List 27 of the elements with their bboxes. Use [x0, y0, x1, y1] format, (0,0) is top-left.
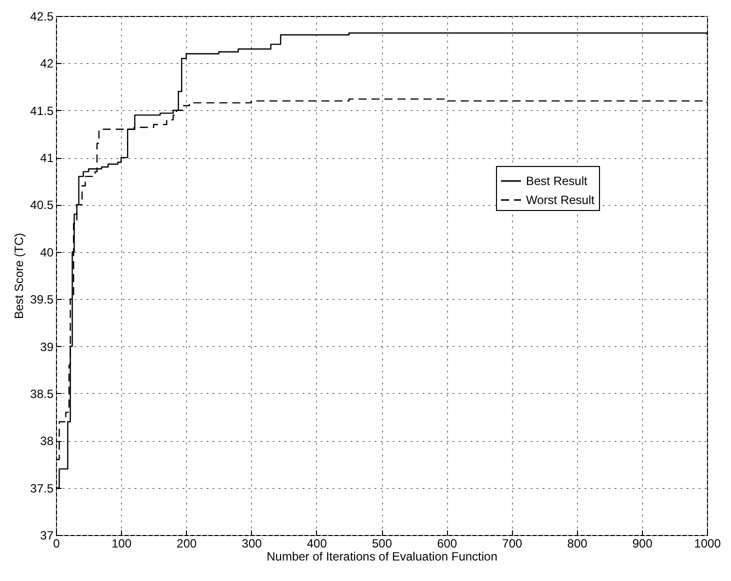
- y-tick-label: 42.5: [30, 10, 54, 24]
- y-tick-label: 42: [40, 56, 54, 71]
- x-tick-label: 300: [242, 536, 262, 550]
- y-tick-label: 40: [40, 245, 54, 260]
- y-axis-title: Best Score (TC): [12, 232, 26, 320]
- y-tick-label: 41: [40, 151, 54, 166]
- y-tick-label: 40.5: [30, 198, 54, 212]
- x-tick-label: 500: [372, 536, 392, 550]
- y-tick-label: 39.5: [30, 292, 54, 307]
- x-axis-title: Number of Iterations of Evaluation Function: [266, 550, 498, 564]
- legend-label: Worst Result: [526, 193, 596, 207]
- x-tick-label: 100: [112, 536, 132, 550]
- x-tick-label: 800: [567, 536, 588, 550]
- y-tick-label: 41.5: [30, 104, 54, 118]
- y-tick-label: 37: [40, 528, 54, 542]
- y-tick-label: 39: [40, 340, 54, 354]
- x-tick-label: 900: [632, 536, 653, 550]
- x-tick-label: 700: [502, 536, 523, 550]
- x-tick-label: 400: [306, 536, 328, 550]
- y-tick-label: 37.5: [30, 481, 54, 496]
- x-tick-label: 600: [437, 536, 458, 550]
- x-tick-label: 0: [53, 536, 60, 550]
- x-tick-label: 1000: [694, 536, 722, 550]
- y-tick-label: 38.5: [30, 386, 54, 401]
- legend-label: Best Result: [526, 174, 588, 188]
- x-tick-label: 200: [176, 536, 198, 550]
- y-tick-label: 38: [40, 434, 54, 448]
